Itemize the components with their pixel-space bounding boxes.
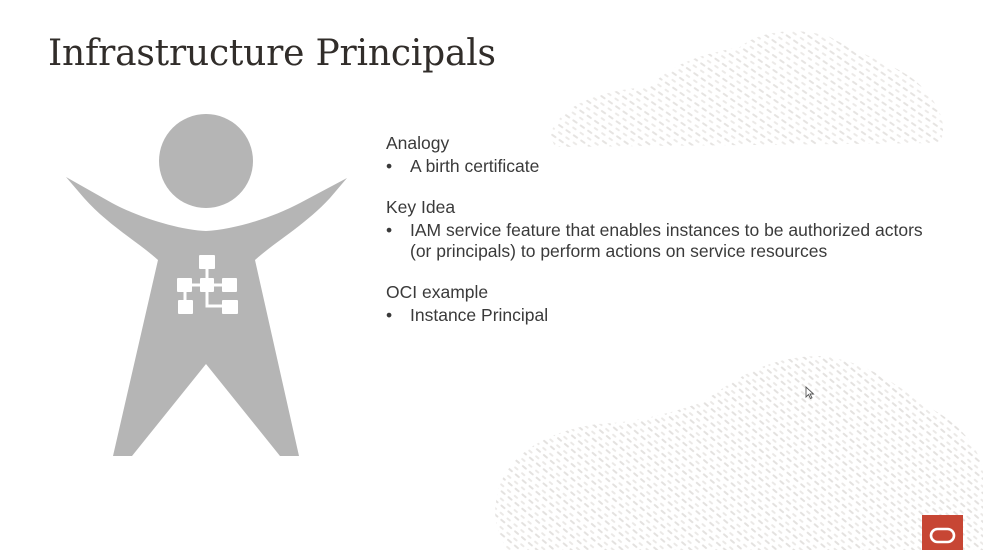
bullet-item: Instance Principal: [386, 305, 926, 326]
bullet-list: IAM service feature that enables instanc…: [386, 220, 926, 262]
bullet-item: IAM service feature that enables instanc…: [386, 220, 926, 262]
section-analogy: Analogy A birth certificate: [386, 132, 926, 177]
bullet-list: A birth certificate: [386, 156, 926, 177]
section-key-idea: Key Idea IAM service feature that enable…: [386, 196, 926, 262]
section-heading: OCI example: [386, 282, 489, 302]
slide-content: Analogy A birth certificate Key Idea IAM…: [386, 132, 926, 345]
person-with-network-icon: [66, 114, 347, 456]
section-heading: Key Idea: [386, 197, 456, 217]
bottom-leaf-texture: [495, 356, 983, 550]
section-heading: Analogy: [386, 133, 450, 153]
bullet-item: A birth certificate: [386, 156, 926, 177]
section-oci-example: OCI example Instance Principal: [386, 281, 926, 326]
oracle-logo-icon: [922, 515, 963, 550]
slide-title: Infrastructure Principals: [48, 33, 496, 74]
bullet-list: Instance Principal: [386, 305, 926, 326]
mouse-pointer-icon: [805, 386, 815, 400]
